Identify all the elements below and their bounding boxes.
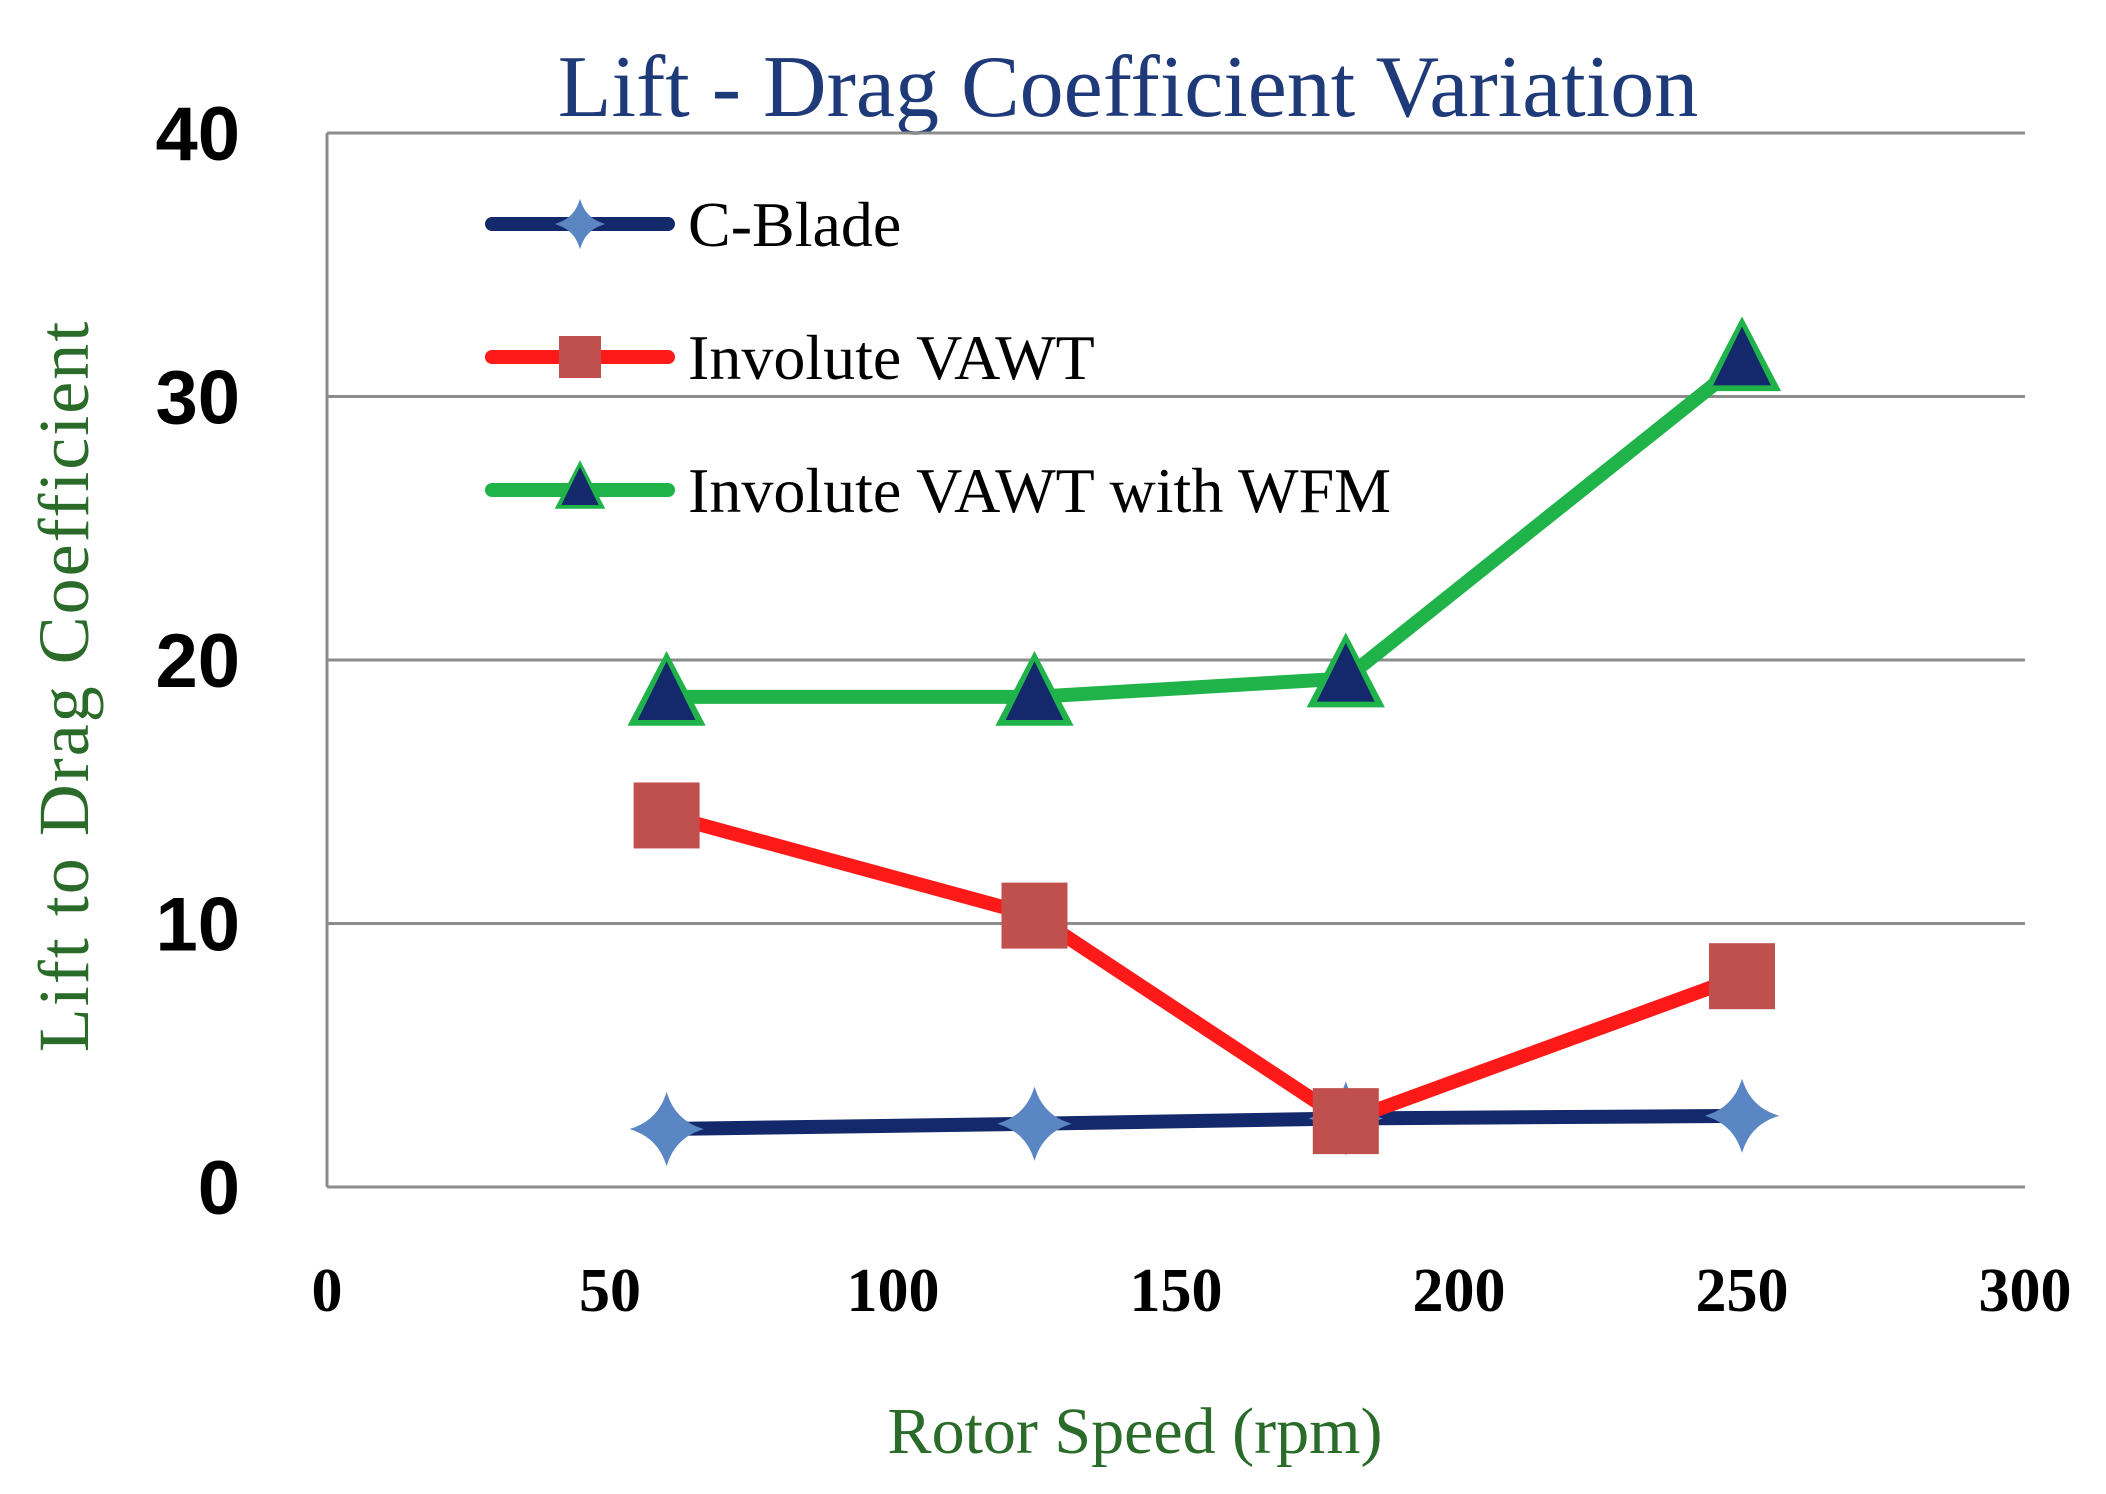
- data-point-marker: [1001, 882, 1068, 949]
- data-point-marker: [1702, 316, 1782, 392]
- x-tick-label: 300: [1979, 1257, 2072, 1325]
- legend-label: Involute VAWT with WFM: [688, 455, 1391, 526]
- y-tick-label: 10: [155, 883, 240, 968]
- legend-item: C-Blade: [485, 189, 901, 260]
- y-tick-label: 30: [155, 356, 240, 441]
- legend-label: C-Blade: [688, 189, 901, 260]
- data-point-marker: [1709, 943, 1775, 1010]
- series-layer: [627, 316, 1782, 1167]
- x-tick-label: 200: [1413, 1257, 1506, 1325]
- data-point-marker: [1306, 632, 1385, 708]
- triangle-fill: [637, 661, 696, 721]
- series-c-blade: [629, 1078, 1780, 1167]
- x-tick-label: 0: [312, 1257, 343, 1325]
- x-tick-label: 100: [847, 1257, 940, 1325]
- legend-label: Involute VAWT: [688, 322, 1095, 393]
- y-tick-label: 40: [155, 92, 240, 177]
- y-axis-ticks: 0 10 20 30 40: [155, 92, 240, 1231]
- data-point-marker: [1312, 1088, 1379, 1155]
- x-tick-label: 250: [1696, 1257, 1789, 1325]
- data-point-marker: [997, 1086, 1072, 1161]
- triangle-fill: [1316, 642, 1375, 702]
- legend: C-Blade Involute VAWT Involute VAWT with W…: [485, 189, 1391, 526]
- series-line: [659, 808, 1749, 1129]
- chart-title: Lift - Drag Coefficient Variation: [558, 39, 1698, 136]
- x-axis-ticks: 0 50 100 150 200 250 300: [312, 1257, 2072, 1325]
- triangle-fill: [1005, 661, 1064, 721]
- legend-marker: [554, 460, 606, 509]
- y-axis-label: Lift to Drag Coefficient: [24, 320, 104, 1052]
- gridlines: [327, 131, 2025, 925]
- legend-marker: [554, 198, 606, 250]
- legend-item: Involute VAWT with WFM: [485, 455, 1391, 526]
- series-involute-vawt: [633, 782, 1775, 1155]
- series-involute-vawt-with-wfm: [627, 316, 1782, 726]
- triangle-fill: [561, 466, 599, 505]
- x-tick-label: 150: [1130, 1257, 1223, 1325]
- series-line: [659, 1108, 1749, 1137]
- legend-item: Involute VAWT: [485, 322, 1095, 393]
- data-point-marker: [995, 650, 1074, 726]
- data-point-marker: [1704, 1078, 1780, 1154]
- y-tick-label: 20: [155, 619, 240, 704]
- x-tick-label: 50: [579, 1257, 641, 1325]
- y-tick-label: 0: [198, 1146, 240, 1231]
- data-point-marker: [627, 650, 706, 726]
- series-line: [659, 355, 1749, 704]
- axes: [325, 133, 2025, 1189]
- triangle-fill: [1713, 326, 1771, 386]
- legend-marker: [559, 336, 601, 378]
- x-axis-label: Rotor Speed (rpm): [888, 1395, 1383, 1468]
- data-point-marker: [633, 782, 700, 849]
- data-point-marker: [629, 1091, 704, 1167]
